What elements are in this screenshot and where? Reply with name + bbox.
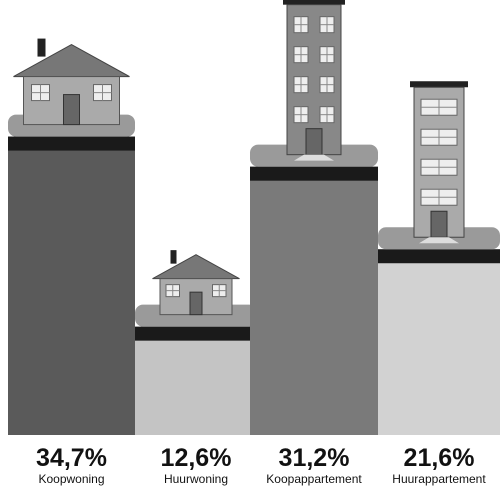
door (63, 94, 80, 126)
building-icon (410, 81, 468, 244)
door (430, 210, 448, 238)
door (305, 128, 323, 156)
steps (294, 154, 334, 161)
building-icon (283, 0, 345, 161)
chimney (37, 38, 46, 57)
building-icon (13, 38, 130, 126)
bar (135, 326, 257, 435)
value-label: 31,2% (279, 444, 350, 472)
soil-band (378, 249, 500, 264)
bar (378, 249, 500, 435)
category-label: Koopappartement (266, 472, 362, 486)
soil-band (250, 166, 378, 181)
soil-band (135, 326, 257, 341)
value-label: 34,7% (36, 444, 107, 472)
roof-rim (410, 81, 468, 88)
category-label: Huurappartement (392, 472, 486, 486)
category-label: Koopwoning (38, 472, 104, 486)
bar (8, 136, 135, 435)
roof-rim (283, 0, 345, 5)
building-icon (152, 250, 240, 316)
roof (152, 254, 240, 280)
chimney (170, 250, 177, 264)
steps (419, 237, 459, 244)
bar (250, 166, 378, 435)
category-label: Huurwoning (164, 472, 228, 486)
soil-band (8, 136, 135, 151)
value-label: 12,6% (161, 444, 232, 472)
value-label: 21,6% (404, 444, 475, 472)
roof (13, 44, 130, 78)
door (189, 291, 203, 316)
